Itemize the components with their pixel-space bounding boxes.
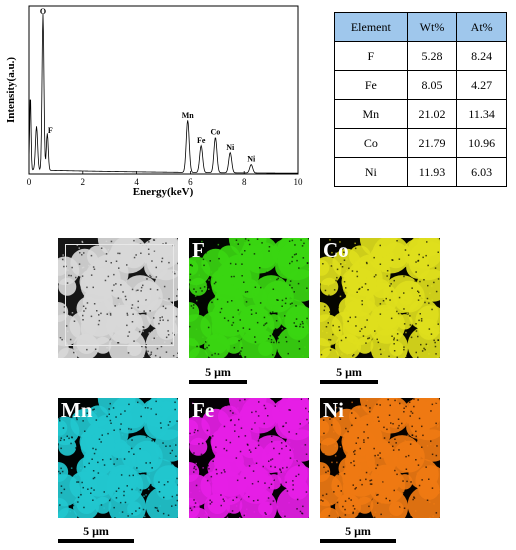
cell-wt: 21.02	[406, 99, 458, 129]
table-row: Ni 11.93 6.03	[334, 157, 507, 187]
header-at: At%	[456, 12, 507, 42]
cell-at: 11.34	[456, 99, 507, 129]
cell-at: 8.24	[456, 41, 507, 71]
scale-bar-line	[189, 380, 247, 384]
scale-bar-label: 5 μm	[345, 524, 371, 538]
peak-labels: O F Mn Fe Co Ni Ni	[40, 7, 256, 164]
map-co: Co	[320, 238, 440, 358]
x-tick-label: 6	[188, 177, 193, 187]
cell-element: Co	[334, 128, 408, 158]
x-tick-label: 8	[242, 177, 247, 187]
map-label: Mn	[61, 398, 93, 422]
scale-bar-line	[320, 380, 378, 384]
peak-label: F	[48, 126, 53, 135]
table-row: F 5.28 8.24	[334, 41, 507, 71]
scale-bar: 5 μm	[320, 365, 378, 384]
peak-label: O	[40, 7, 46, 16]
table-row: Mn 21.02 11.34	[334, 99, 507, 129]
scale-bar-label: 5 μm	[205, 365, 231, 379]
map-mn: Mn	[58, 398, 178, 518]
map-label: Co	[323, 238, 349, 262]
cell-at: 6.03	[456, 157, 507, 187]
selection-box	[65, 244, 174, 346]
y-axis-label: Intensity(a.u.)	[5, 57, 17, 123]
map-texture	[189, 238, 309, 358]
map-label: Fe	[192, 398, 215, 422]
x-axis-ticks: 0 2 4 6 8 10	[27, 171, 303, 187]
cell-at: 4.27	[456, 70, 507, 100]
peak-label: Fe	[197, 136, 206, 145]
x-tick-label: 4	[134, 177, 139, 187]
peak-label: Co	[211, 128, 221, 137]
cell-element: F	[334, 41, 408, 71]
cell-element: Ni	[334, 157, 408, 187]
scale-bar: 5 μm	[58, 524, 134, 543]
cell-wt: 21.79	[406, 128, 458, 158]
cell-wt: 11.93	[406, 157, 458, 187]
table-row: Co 21.79 10.96	[334, 128, 507, 158]
map-texture	[58, 398, 178, 518]
spectrum-line	[28, 13, 299, 174]
cell-wt: 5.28	[406, 41, 458, 71]
x-axis-label: Energy(keV)	[133, 186, 194, 198]
map-ni: Ni	[320, 398, 440, 518]
x-tick-label: 2	[81, 177, 86, 187]
cell-element: Mn	[334, 99, 408, 129]
scale-bar-label: 5 μm	[336, 365, 362, 379]
peak-label: Ni	[247, 155, 256, 164]
scale-bar: 5 μm	[189, 365, 247, 384]
header-wt: Wt%	[406, 12, 458, 42]
x-tick-label: 0	[27, 177, 32, 187]
plot-frame	[28, 5, 299, 175]
map-texture	[320, 238, 440, 358]
scale-bar-line	[58, 539, 134, 543]
map-label: F	[192, 238, 205, 262]
scale-bar-line	[320, 539, 396, 543]
map-fe: Fe	[189, 398, 309, 518]
map-texture	[189, 398, 309, 518]
x-tick-label: 10	[294, 177, 304, 187]
sem-image	[58, 238, 178, 358]
peak-label: Ni	[226, 143, 235, 152]
table-header-row: Element Wt% At%	[334, 12, 507, 42]
scale-bar: 5 μm	[320, 524, 396, 543]
peak-label: Mn	[182, 111, 195, 120]
map-texture	[320, 398, 440, 518]
cell-at: 10.96	[456, 128, 507, 158]
cell-wt: 8.05	[406, 70, 458, 100]
composition-table: Element Wt% At% F 5.28 8.24 Fe 8.05 4.27…	[334, 12, 507, 187]
eds-spectrum-chart: 0 2 4 6 8 10 O F Mn Fe Co Ni Ni Energy(keV) Intensi…	[5, 5, 303, 198]
map-f: F	[189, 238, 309, 358]
table-row: Fe 8.05 4.27	[334, 70, 507, 100]
map-label: Ni	[323, 398, 344, 422]
cell-element: Fe	[334, 70, 408, 100]
header-element: Element	[334, 12, 408, 42]
scale-bar-label: 5 μm	[83, 524, 109, 538]
